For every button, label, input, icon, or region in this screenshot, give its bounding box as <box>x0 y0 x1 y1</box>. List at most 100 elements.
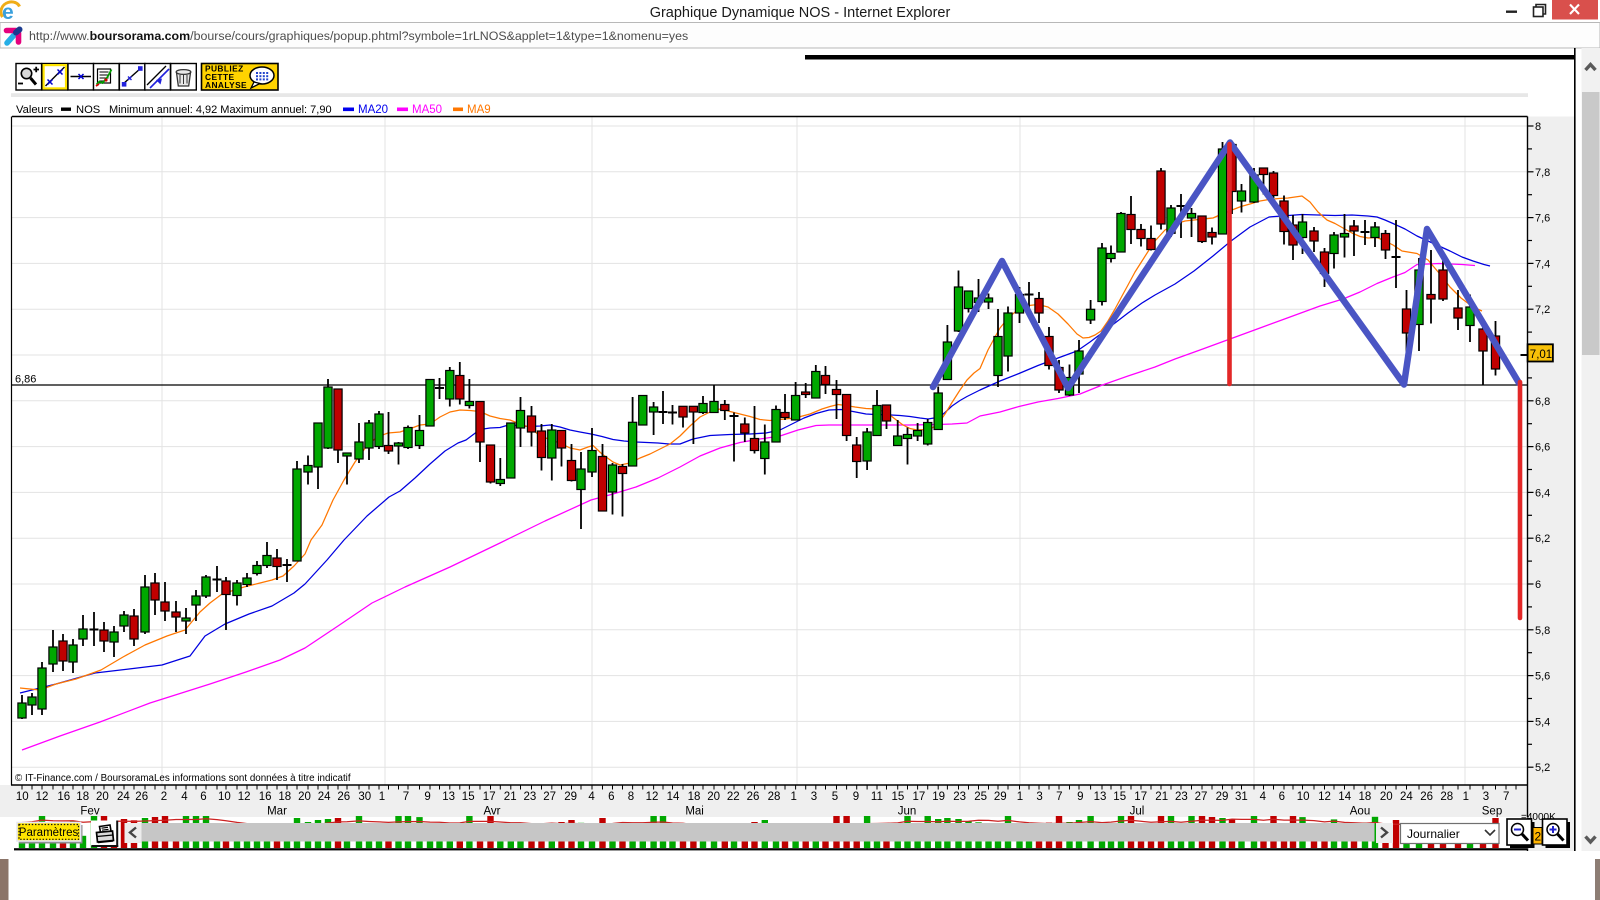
svg-text:Journalier: Journalier <box>1407 827 1460 841</box>
svg-text:7,2: 7,2 <box>1535 304 1550 316</box>
svg-text:ANALYSE: ANALYSE <box>205 80 247 90</box>
svg-text:12: 12 <box>646 791 659 803</box>
svg-text:8: 8 <box>1535 121 1541 133</box>
svg-text:Jun: Jun <box>898 806 917 818</box>
svg-text:7: 7 <box>1503 791 1509 803</box>
svg-text:15: 15 <box>1113 791 1126 803</box>
svg-text:26: 26 <box>747 791 760 803</box>
svg-text:7,4: 7,4 <box>1535 258 1550 270</box>
svg-text:6: 6 <box>200 791 206 803</box>
svg-text:Avr: Avr <box>483 806 500 818</box>
svg-text:Aou: Aou <box>1350 806 1370 818</box>
svg-text:17: 17 <box>483 791 496 803</box>
svg-text:15: 15 <box>892 791 905 803</box>
svg-text:7,6: 7,6 <box>1535 213 1550 225</box>
svg-text:6: 6 <box>608 791 614 803</box>
svg-text:1: 1 <box>1463 791 1469 803</box>
svg-text:31: 31 <box>1235 791 1248 803</box>
svg-text:7: 7 <box>1056 791 1062 803</box>
svg-text:23: 23 <box>953 791 966 803</box>
svg-text:27: 27 <box>1195 791 1208 803</box>
svg-text:22: 22 <box>727 791 740 803</box>
svg-text:20: 20 <box>96 791 109 803</box>
svg-text:Jul: Jul <box>1130 806 1145 818</box>
svg-text:MA20: MA20 <box>358 104 388 116</box>
svg-text:5,4: 5,4 <box>1535 716 1550 728</box>
svg-text:e: e <box>2 1 14 24</box>
svg-text:7,8: 7,8 <box>1535 167 1550 179</box>
svg-text:PUBLIEZ: PUBLIEZ <box>205 64 244 74</box>
svg-text:29: 29 <box>564 791 577 803</box>
svg-text:16: 16 <box>259 791 272 803</box>
svg-text:20: 20 <box>707 791 720 803</box>
svg-text:21: 21 <box>504 791 517 803</box>
svg-text:Graphique Dynamique NOS - Inte: Graphique Dynamique NOS - Internet Explo… <box>650 5 951 21</box>
svg-text:6,8: 6,8 <box>1535 396 1550 408</box>
svg-text:4: 4 <box>1260 791 1267 803</box>
svg-text:13: 13 <box>1094 791 1107 803</box>
svg-text:21: 21 <box>1155 791 1168 803</box>
svg-text:26: 26 <box>135 791 148 803</box>
svg-text:2: 2 <box>1535 830 1542 844</box>
svg-text:20: 20 <box>298 791 311 803</box>
svg-text:7: 7 <box>403 791 409 803</box>
svg-text:29: 29 <box>994 791 1007 803</box>
svg-text:10: 10 <box>16 791 29 803</box>
svg-text:18: 18 <box>76 791 89 803</box>
svg-text:29: 29 <box>1216 791 1229 803</box>
svg-text:Mar: Mar <box>267 806 287 818</box>
svg-text:8: 8 <box>628 791 634 803</box>
svg-text:12: 12 <box>1318 791 1331 803</box>
svg-text:27: 27 <box>543 791 556 803</box>
svg-text:Minimum annuel: 4,92 Maximum a: Minimum annuel: 4,92 Maximum annuel: 7,9… <box>109 104 332 116</box>
svg-text:6,4: 6,4 <box>1535 487 1550 499</box>
svg-text:17: 17 <box>913 791 926 803</box>
svg-text:4: 4 <box>588 791 595 803</box>
svg-text:12: 12 <box>36 791 49 803</box>
svg-text:7,01: 7,01 <box>1530 349 1552 361</box>
svg-text:10: 10 <box>218 791 231 803</box>
svg-text:Mai: Mai <box>685 806 704 818</box>
svg-text:http://www.boursorama.com/bour: http://www.boursorama.com/bourse/cours/g… <box>29 29 688 43</box>
svg-text:20: 20 <box>1380 791 1393 803</box>
svg-text:30: 30 <box>358 791 371 803</box>
svg-text:Valeurs: Valeurs <box>16 104 54 116</box>
svg-text:26: 26 <box>337 791 350 803</box>
svg-text:Sep: Sep <box>1482 806 1502 818</box>
svg-text:19: 19 <box>932 791 945 803</box>
svg-text:6,86: 6,86 <box>15 374 36 386</box>
svg-text:5,6: 5,6 <box>1535 671 1550 683</box>
svg-text:11: 11 <box>871 791 883 803</box>
svg-text:13: 13 <box>442 791 455 803</box>
svg-text:Fev: Fev <box>80 806 99 818</box>
svg-text:28: 28 <box>1440 791 1453 803</box>
svg-text:17: 17 <box>1134 791 1147 803</box>
svg-text:25: 25 <box>974 791 987 803</box>
svg-text:9: 9 <box>853 791 859 803</box>
svg-text:18: 18 <box>688 791 701 803</box>
svg-text:24: 24 <box>117 791 130 803</box>
svg-text:=4000K: =4000K <box>1521 812 1556 823</box>
svg-text:3: 3 <box>811 791 817 803</box>
svg-text:MA50: MA50 <box>412 104 442 116</box>
svg-text:23: 23 <box>524 791 537 803</box>
svg-text:© IT-Finance.com / BoursoramaL: © IT-Finance.com / BoursoramaLes informa… <box>15 773 351 784</box>
svg-text:5,8: 5,8 <box>1535 625 1550 637</box>
svg-text:24: 24 <box>1400 791 1413 803</box>
svg-text:NOS: NOS <box>76 104 100 116</box>
svg-text:4: 4 <box>181 791 188 803</box>
svg-text:MA9: MA9 <box>467 104 491 116</box>
svg-text:23: 23 <box>1175 791 1188 803</box>
svg-text:6: 6 <box>1535 579 1541 591</box>
svg-text:6: 6 <box>1279 791 1285 803</box>
svg-text:1: 1 <box>1017 791 1023 803</box>
svg-text:18: 18 <box>278 791 291 803</box>
svg-text:9: 9 <box>1077 791 1083 803</box>
svg-text:CETTE: CETTE <box>205 72 234 82</box>
svg-text:5,2: 5,2 <box>1535 762 1550 774</box>
svg-text:5: 5 <box>832 791 838 803</box>
svg-text:12: 12 <box>238 791 251 803</box>
svg-text:15: 15 <box>462 791 475 803</box>
svg-text:24: 24 <box>318 791 331 803</box>
svg-text:6,6: 6,6 <box>1535 442 1550 454</box>
